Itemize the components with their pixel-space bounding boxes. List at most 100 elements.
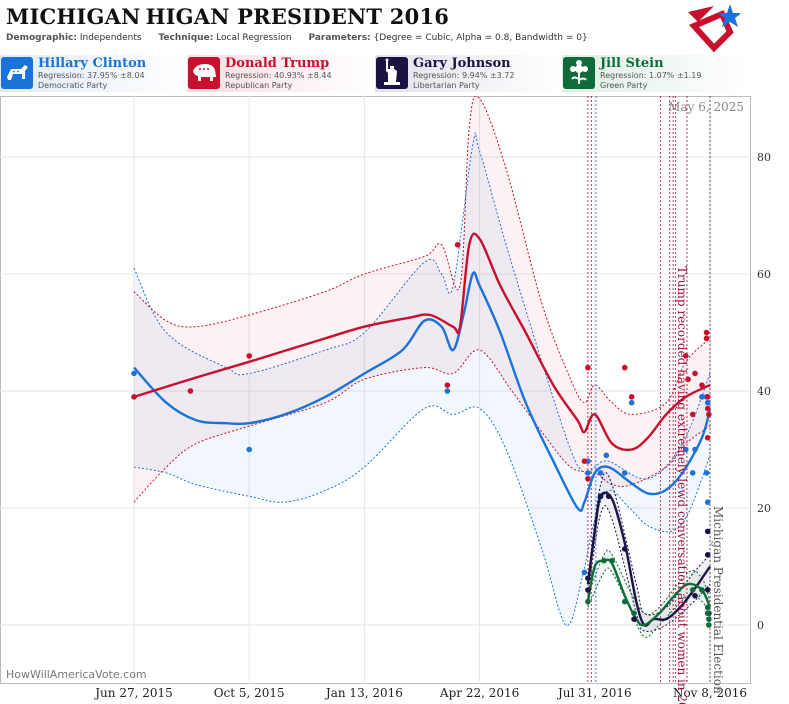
- poll-point: [585, 598, 591, 605]
- candidate-party: Green Party: [600, 81, 648, 90]
- poll-point: [704, 405, 711, 412]
- poll-point: [601, 557, 607, 564]
- poll-point: [585, 575, 591, 581]
- poll-point: [704, 552, 711, 558]
- poll-point: [706, 622, 712, 628]
- candidate-regression: Regression: 37.95% ±8.04: [38, 71, 145, 80]
- annotation-election: Michigan Presidential Election: [711, 506, 725, 694]
- poll-point: [692, 592, 698, 599]
- poll-point: [605, 493, 612, 500]
- y-tick-label: 40: [757, 385, 771, 398]
- poll-point: [581, 569, 588, 576]
- y-tick-label: 60: [757, 268, 771, 281]
- candidate-name: Donald Trump: [225, 56, 330, 71]
- candidate-regression: Regression: 40.93% ±8.44: [225, 71, 332, 80]
- candidate-party: Republican Party: [225, 81, 293, 90]
- poll-point: [609, 557, 615, 564]
- poll-point: [585, 364, 591, 371]
- candidate-name: Jill Stein: [600, 56, 664, 71]
- green-flower-icon: [563, 57, 595, 89]
- poll-point: [704, 435, 711, 441]
- poll-point: [444, 388, 451, 394]
- poll-point: [706, 616, 712, 622]
- poll-points: [131, 241, 712, 628]
- regression-line: [133, 232, 711, 452]
- confidence-band: [587, 472, 710, 632]
- poll-point: [683, 353, 689, 359]
- x-tick-label: Jun 27, 2015: [93, 686, 173, 700]
- upper-bound-line: [133, 132, 711, 480]
- poll-point: [703, 470, 710, 476]
- poll-point: [597, 470, 604, 476]
- poll-point: [704, 610, 711, 617]
- site-logo: [688, 4, 740, 52]
- poll-point: [131, 394, 137, 400]
- poll-point: [631, 610, 637, 617]
- title-part-1: MICHIGAN: [6, 4, 141, 29]
- parameters-line: Demographic: Independents Technique: Loc…: [6, 33, 588, 43]
- candidate-name: Hillary Clinton: [38, 56, 147, 71]
- poll-point: [585, 475, 591, 482]
- confidence-bands: [133, 96, 711, 638]
- x-tick-label: Oct 5, 2015: [214, 686, 285, 700]
- candidate-regression: Regression: 9.94% ±3.72: [413, 71, 515, 80]
- annotation-trump-tape: Trump recorded having extremely lewd con…: [675, 266, 689, 704]
- candidate-party: Democratic Party: [38, 81, 108, 90]
- y-tick-label: 20: [757, 502, 771, 515]
- poll-point: [704, 399, 711, 406]
- poll-point: [631, 616, 637, 622]
- candidate-cards: Hillary Clinton Regression: 37.95% ±8.04…: [0, 55, 789, 93]
- candidate-card-johnson[interactable]: Gary Johnson Regression: 9.94% ±3.72 Lib…: [375, 55, 560, 92]
- candidate-card-stein[interactable]: Jill Stein Regression: 1.07% ±1.19 Green…: [562, 55, 747, 92]
- liberty-statue-icon: [376, 57, 408, 89]
- poll-point: [246, 446, 252, 453]
- poll-point: [692, 370, 698, 377]
- y-tick-label: 80: [757, 151, 771, 164]
- upper-bound-line: [587, 472, 711, 616]
- poll-point: [683, 446, 689, 453]
- confidence-band: [587, 550, 710, 638]
- title-part-2: HIGAN PRESIDENT 2016: [145, 4, 450, 29]
- poll-point: [603, 452, 610, 459]
- poll-point: [704, 528, 711, 535]
- elephant-icon: [188, 57, 220, 89]
- watermark: HowWillAmericaVote.com: [6, 668, 147, 681]
- x-tick-label: Jul 31, 2016: [556, 686, 632, 700]
- poll-point: [628, 399, 635, 406]
- poll-point: [704, 394, 711, 400]
- x-tick-label: Apr 22, 2016: [439, 686, 519, 700]
- x-tick-label: Jan 13, 2016: [324, 686, 403, 700]
- regression-chart: 0 20 40 60 80 Jun 27, 2015 Oct 5, 2015 Jan 13,…: [0, 96, 771, 704]
- poll-point: [454, 241, 461, 248]
- upper-bound-line: [133, 96, 711, 415]
- event-lines: [587, 96, 711, 684]
- y-tick-labels: 0 20 40 60 80: [757, 151, 771, 632]
- poll-point: [692, 446, 698, 453]
- candidate-card-trump[interactable]: Donald Trump Regression: 40.93% ±8.44 Re…: [187, 55, 372, 92]
- poll-point: [699, 587, 705, 593]
- y-tick-label: 0: [757, 619, 764, 632]
- candidate-card-clinton[interactable]: Hillary Clinton Regression: 37.95% ±8.04…: [0, 55, 185, 92]
- poll-point: [689, 587, 696, 593]
- candidate-name: Gary Johnson: [413, 56, 511, 71]
- poll-point: [689, 411, 696, 418]
- poll-point: [621, 598, 628, 605]
- poll-point: [685, 376, 691, 383]
- poll-point: [703, 335, 710, 342]
- poll-point: [621, 364, 628, 371]
- poll-point: [597, 493, 604, 500]
- candidate-party: Libertarian Party: [413, 81, 480, 90]
- poll-point: [246, 353, 252, 359]
- poll-point: [621, 546, 628, 552]
- donkey-icon: [1, 57, 33, 89]
- lower-bound-line: [133, 405, 711, 626]
- poll-point: [187, 388, 194, 394]
- poll-point: [585, 470, 591, 476]
- poll-point: [444, 382, 451, 388]
- poll-point: [585, 587, 591, 593]
- regression-line: [133, 271, 712, 512]
- poll-point: [699, 394, 705, 400]
- x-tick-labels: Jun 27, 2015 Oct 5, 2015 Jan 13, 2016 Apr 2…: [93, 686, 747, 700]
- poll-point: [704, 587, 711, 593]
- poll-point: [704, 604, 711, 611]
